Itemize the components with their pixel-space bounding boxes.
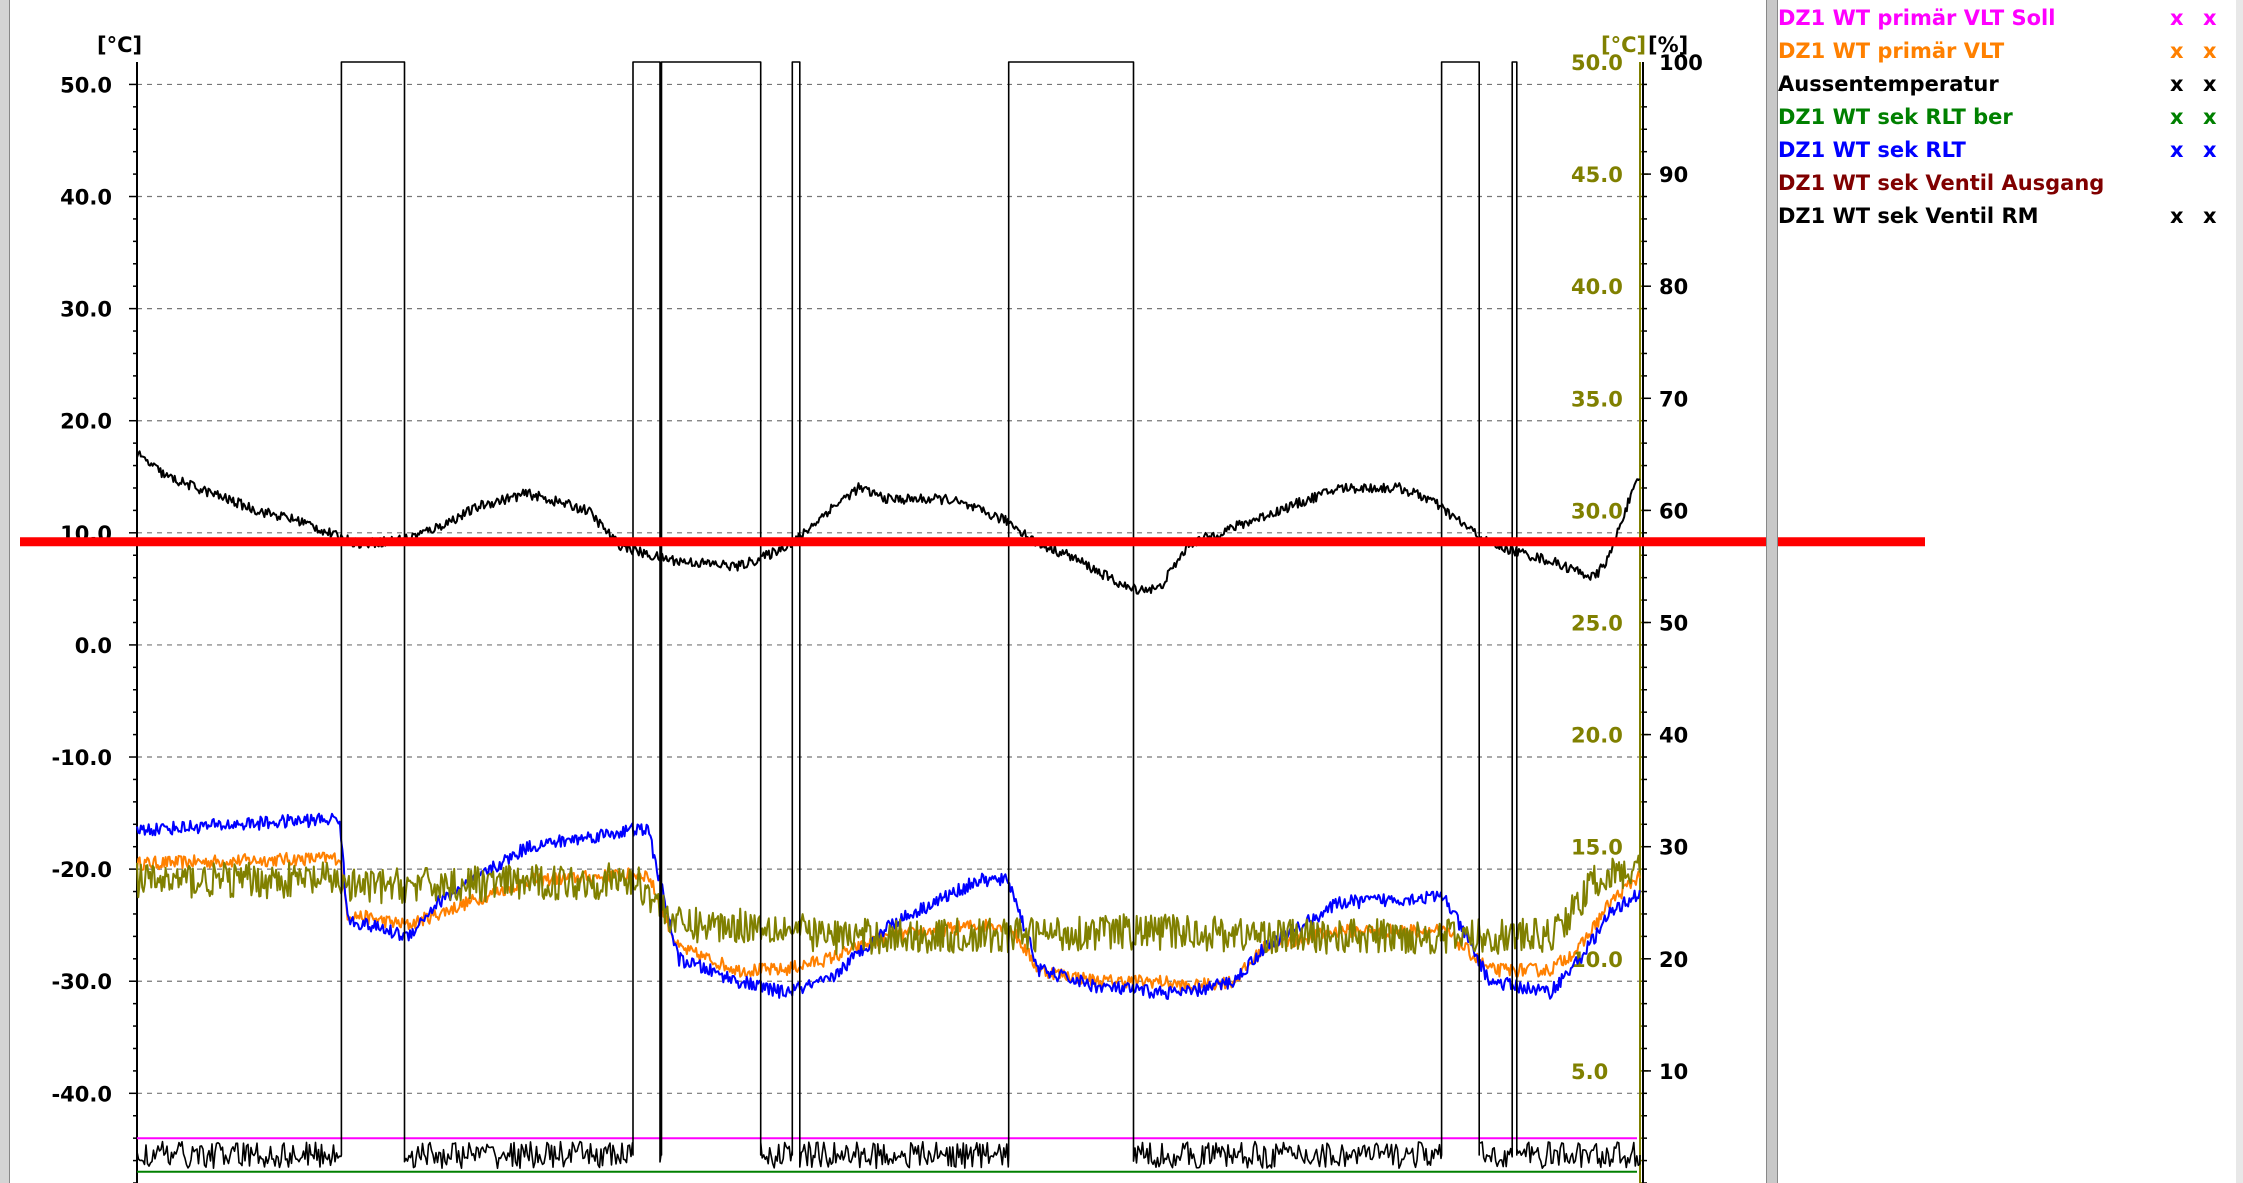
- legend-item[interactable]: DZ1 WT sek Ventil Ausgang: [1778, 165, 2218, 198]
- left-axis-tick-label: -20.0: [51, 858, 112, 882]
- middle-axis-tick-label: 5.0: [1571, 1060, 1608, 1084]
- right-axis-tick-label: 30: [1659, 836, 1688, 860]
- legend-panel: DZ1 WT primär VLT Soll x x DZ1 WT primär VL…: [1778, 0, 2218, 231]
- legend-item-label: DZ1 WT sek RLT: [1778, 138, 1966, 162]
- left-axis-tick-label: 20.0: [60, 410, 112, 434]
- scrollbar-strip[interactable]: [2236, 0, 2243, 1183]
- legend-item-label: DZ1 WT primär VLT Soll: [1778, 6, 2056, 30]
- right-axis-tick-label: 100: [1659, 51, 1703, 75]
- middle-axis-tick-label: 35.0: [1571, 387, 1623, 411]
- legend-item[interactable]: DZ1 WT sek RLT x x: [1778, 132, 2218, 165]
- legend-item-label: DZ1 WT sek Ventil RM: [1778, 204, 2039, 228]
- left-axis-tick-label: -30.0: [51, 970, 112, 994]
- right-axis-tick-label: 60: [1659, 499, 1688, 523]
- legend-toggle-2[interactable]: x: [2203, 72, 2217, 96]
- legend-toggle-2[interactable]: x: [2203, 39, 2217, 63]
- middle-axis-tick-label: 40.0: [1571, 275, 1623, 299]
- right-axis-tick-label: 90: [1659, 163, 1688, 187]
- left-axis-tick-label: 30.0: [60, 298, 112, 322]
- legend-toggle-1[interactable]: x: [2170, 6, 2184, 30]
- legend-item-label: DZ1 WT sek RLT ber: [1778, 105, 2013, 129]
- right-axis-tick-label: 50: [1659, 612, 1688, 636]
- left-axis-tick-label: 0.0: [75, 634, 112, 658]
- legend-toggle-2[interactable]: x: [2203, 105, 2217, 129]
- legend-item[interactable]: Aussentemperatur x x: [1778, 66, 2218, 99]
- middle-axis-tick-label: 20.0: [1571, 724, 1623, 748]
- left-axis-tick-label: -40.0: [51, 1082, 112, 1106]
- legend-toggle-1[interactable]: x: [2170, 138, 2184, 162]
- right-axis-tick-label: 20: [1659, 948, 1688, 972]
- middle-axis-unit: [°C]: [1601, 33, 1646, 57]
- legend-toggle-1[interactable]: x: [2170, 105, 2184, 129]
- legend-item[interactable]: DZ1 WT primär VLT x x: [1778, 33, 2218, 66]
- middle-axis-tick-label: 50.0: [1571, 51, 1623, 75]
- right-axis-tick-label: 70: [1659, 387, 1688, 411]
- splitter-bar[interactable]: [1766, 0, 1778, 1183]
- legend-item[interactable]: DZ1 WT sek Ventil RM x x: [1778, 198, 2218, 231]
- legend-item[interactable]: DZ1 WT primär VLT Soll x x: [1778, 0, 2218, 33]
- series-dz1-wt-sek-ventil-rm: [136, 61, 1641, 1170]
- right-axis-tick-label: 10: [1659, 1060, 1688, 1084]
- legend-item-label: DZ1 WT primär VLT: [1778, 39, 2005, 63]
- series-dz1-wt-sek-ventil-ausgang: [136, 854, 1641, 956]
- middle-axis-tick-label: 30.0: [1571, 499, 1623, 523]
- left-axis-unit: [°C]: [97, 33, 142, 57]
- legend-toggle-2[interactable]: x: [2203, 6, 2217, 30]
- legend-toggle-2[interactable]: x: [2203, 138, 2217, 162]
- right-axis-tick-label: 80: [1659, 275, 1688, 299]
- series-dz1-wt-sek-rlt: [136, 812, 1641, 1000]
- legend-item-label: Aussentemperatur: [1778, 72, 1999, 96]
- right-axis-tick-label: 40: [1659, 724, 1688, 748]
- legend-item-label: DZ1 WT sek Ventil Ausgang: [1778, 171, 2105, 195]
- middle-axis-tick-label: 15.0: [1571, 836, 1623, 860]
- right-axis-unit: [%]: [1648, 33, 1688, 57]
- series-aussentemperatur: [136, 450, 1641, 595]
- middle-axis-tick-label: 25.0: [1571, 612, 1623, 636]
- left-axis-tick-label: 40.0: [60, 186, 112, 210]
- legend-toggle-2[interactable]: x: [2203, 204, 2217, 228]
- legend-item[interactable]: DZ1 WT sek RLT ber x x: [1778, 99, 2218, 132]
- legend-toggle-1[interactable]: x: [2170, 204, 2184, 228]
- legend-toggle-1[interactable]: x: [2170, 72, 2184, 96]
- left-axis-tick-label: 50.0: [60, 73, 112, 97]
- window-left-border: [0, 0, 10, 1183]
- middle-axis-tick-label: 45.0: [1571, 163, 1623, 187]
- legend-toggle-1[interactable]: x: [2170, 39, 2184, 63]
- left-axis-tick-label: -10.0: [51, 746, 112, 770]
